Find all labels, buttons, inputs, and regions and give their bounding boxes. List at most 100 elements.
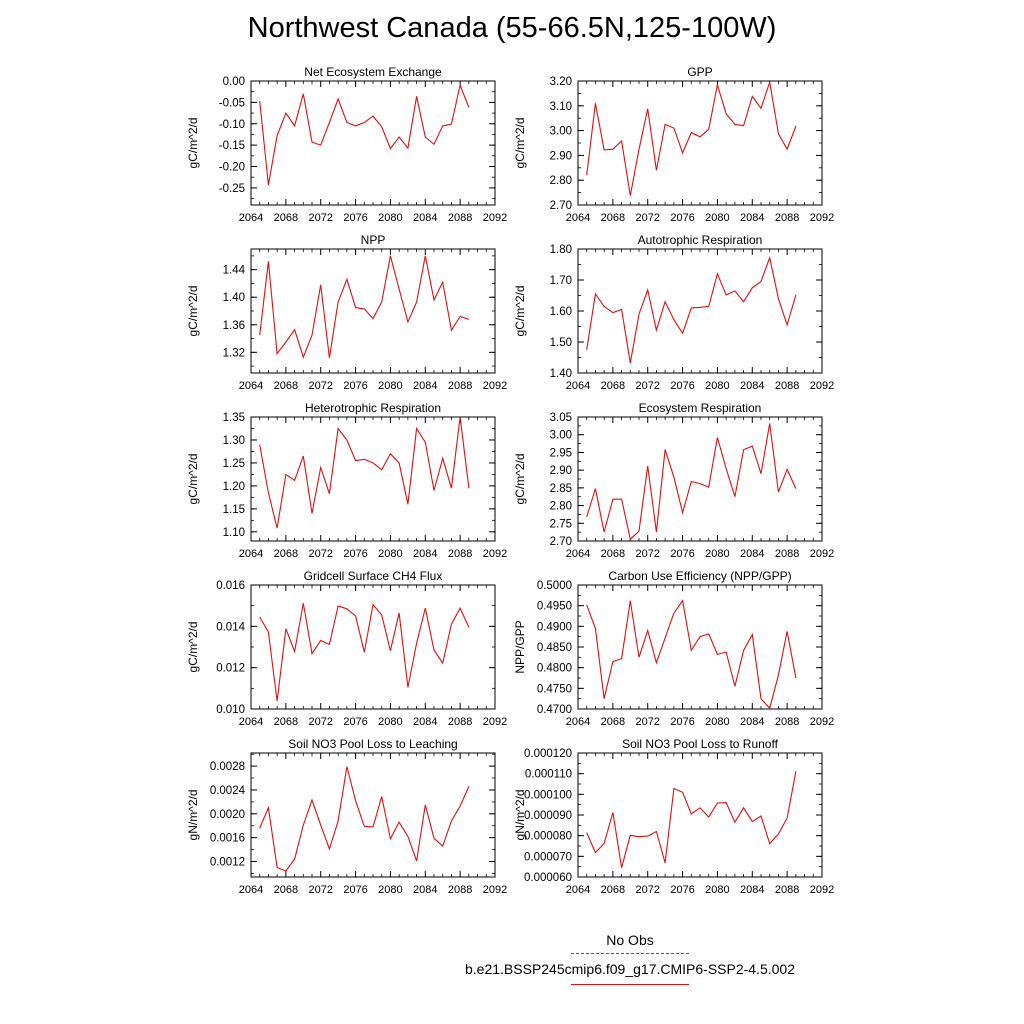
y-axis-label: gC/m^2/d (513, 118, 527, 169)
y-axis-label: gC/m^2/d (513, 286, 527, 337)
y-tick-label: 0.000120 (524, 748, 572, 760)
panel-title: Soil NO3 Pool Loss to Leaching (288, 737, 457, 751)
y-tick-label: -0.05 (219, 97, 245, 109)
y-tick-label: 1.44 (223, 265, 246, 277)
x-tick-label: 2072 (308, 716, 332, 728)
x-tick-label: 2076 (343, 212, 367, 224)
y-tick-label: 1.70 (550, 275, 572, 287)
y-tick-label: 1.40 (550, 368, 572, 380)
x-tick-label: 2068 (601, 380, 625, 392)
y-tick-label: -0.10 (219, 119, 245, 131)
plot-frame (250, 248, 496, 374)
y-tick-label: 1.20 (223, 481, 245, 493)
y-tick-label: 0.0020 (210, 809, 245, 821)
x-tick-label: 2064 (566, 380, 590, 392)
x-tick-label: 2076 (670, 884, 694, 896)
series-line (259, 416, 470, 529)
panel-title: GPP (687, 65, 712, 79)
x-tick-label: 2068 (274, 548, 298, 560)
panel-title: Soil NO3 Pool Loss to Runoff (622, 737, 779, 751)
plot-frame (577, 416, 823, 542)
panel-title: Carbon Use Efficiency (NPP/GPP) (608, 569, 791, 583)
x-tick-label: 2092 (483, 716, 507, 728)
plot-frame (250, 752, 496, 878)
x-tick-label: 2064 (239, 212, 263, 224)
legend-run-line (571, 984, 689, 985)
legend-run-label: b.e21.BSSP245cmip6.f09_g17.CMIP6-SSP2-4.… (465, 961, 795, 977)
x-tick-label: 2064 (239, 884, 263, 896)
y-tick-label: 1.10 (223, 527, 245, 539)
y-tick-label: 1.80 (550, 244, 572, 256)
series-line (586, 255, 797, 364)
y-tick-label: 1.15 (223, 504, 245, 516)
panel-soil-no3-pool-loss-to-leaching: Soil NO3 Pool Loss to Leaching gN/m^2/d 20… (186, 737, 507, 896)
y-tick-label: 3.05 (550, 412, 572, 424)
x-tick-label: 2072 (308, 548, 332, 560)
panel-title: Ecosystem Respiration (639, 401, 762, 415)
x-tick-label: 2088 (448, 716, 472, 728)
y-axis-label: gC/m^2/d (513, 454, 527, 505)
x-tick-label: 2076 (343, 548, 367, 560)
y-tick-label: 0.4950 (537, 601, 572, 613)
plot-frame (577, 80, 823, 206)
x-tick-label: 2068 (274, 716, 298, 728)
x-tick-label: 2072 (308, 212, 332, 224)
y-tick-label: 0.012 (216, 663, 245, 675)
plot-frame (250, 584, 496, 710)
x-tick-label: 2080 (705, 212, 729, 224)
y-tick-label: 0.0016 (210, 833, 245, 845)
x-tick-label: 2092 (810, 380, 834, 392)
panel-title: NPP (361, 233, 386, 247)
series-line (586, 771, 797, 868)
x-tick-label: 2072 (635, 548, 659, 560)
x-tick-label: 2092 (810, 548, 834, 560)
x-tick-label: 2084 (740, 548, 764, 560)
x-tick-label: 2080 (378, 716, 402, 728)
y-tick-label: 0.00 (223, 76, 245, 88)
x-tick-label: 2088 (448, 548, 472, 560)
panel-title: Gridcell Surface CH4 Flux (304, 569, 443, 583)
x-tick-label: 2084 (413, 884, 437, 896)
x-tick-label: 2080 (378, 884, 402, 896)
x-tick-label: 2088 (448, 380, 472, 392)
y-tick-label: 2.90 (550, 150, 572, 162)
x-tick-label: 2088 (775, 716, 799, 728)
panel-heterotrophic-respiration: Heterotrophic Respiration gC/m^2/d 2064 206… (186, 401, 507, 560)
plot-frame (250, 80, 496, 206)
y-tick-label: 2.70 (550, 536, 572, 548)
y-tick-label: 3.10 (550, 101, 572, 113)
x-tick-label: 2076 (343, 716, 367, 728)
series-line (259, 766, 470, 872)
series-line (586, 423, 797, 541)
y-tick-label: 2.95 (550, 447, 572, 459)
x-tick-label: 2084 (740, 212, 764, 224)
y-tick-label: 0.000100 (524, 789, 572, 801)
legend-no-obs-line (571, 953, 689, 954)
y-tick-label: 1.60 (550, 306, 572, 318)
x-tick-label: 2076 (670, 380, 694, 392)
x-tick-label: 2084 (740, 884, 764, 896)
y-tick-label: 0.016 (216, 580, 245, 592)
x-tick-label: 2072 (308, 380, 332, 392)
y-tick-label: 1.35 (223, 412, 245, 424)
y-tick-label: 2.75 (550, 518, 572, 530)
y-tick-label: 0.000110 (525, 769, 572, 781)
x-tick-label: 2088 (775, 212, 799, 224)
y-tick-label: 0.0024 (210, 785, 246, 797)
y-tick-label: 1.25 (223, 458, 245, 470)
x-tick-label: 2092 (810, 716, 834, 728)
x-tick-label: 2068 (274, 212, 298, 224)
x-tick-label: 2080 (705, 884, 729, 896)
x-tick-label: 2092 (810, 884, 834, 896)
y-axis-label: gN/m^2/d (186, 790, 200, 841)
y-tick-label: -0.15 (219, 140, 245, 152)
series-line (259, 603, 470, 702)
x-tick-label: 2072 (635, 212, 659, 224)
y-tick-label: 0.000060 (524, 872, 572, 884)
x-tick-label: 2088 (775, 884, 799, 896)
y-tick-label: 3.00 (550, 430, 572, 442)
y-tick-label: 0.000070 (524, 851, 572, 863)
y-axis-label: gC/m^2/d (186, 286, 200, 337)
x-tick-label: 2084 (413, 716, 437, 728)
y-tick-label: 0.4850 (537, 642, 572, 654)
